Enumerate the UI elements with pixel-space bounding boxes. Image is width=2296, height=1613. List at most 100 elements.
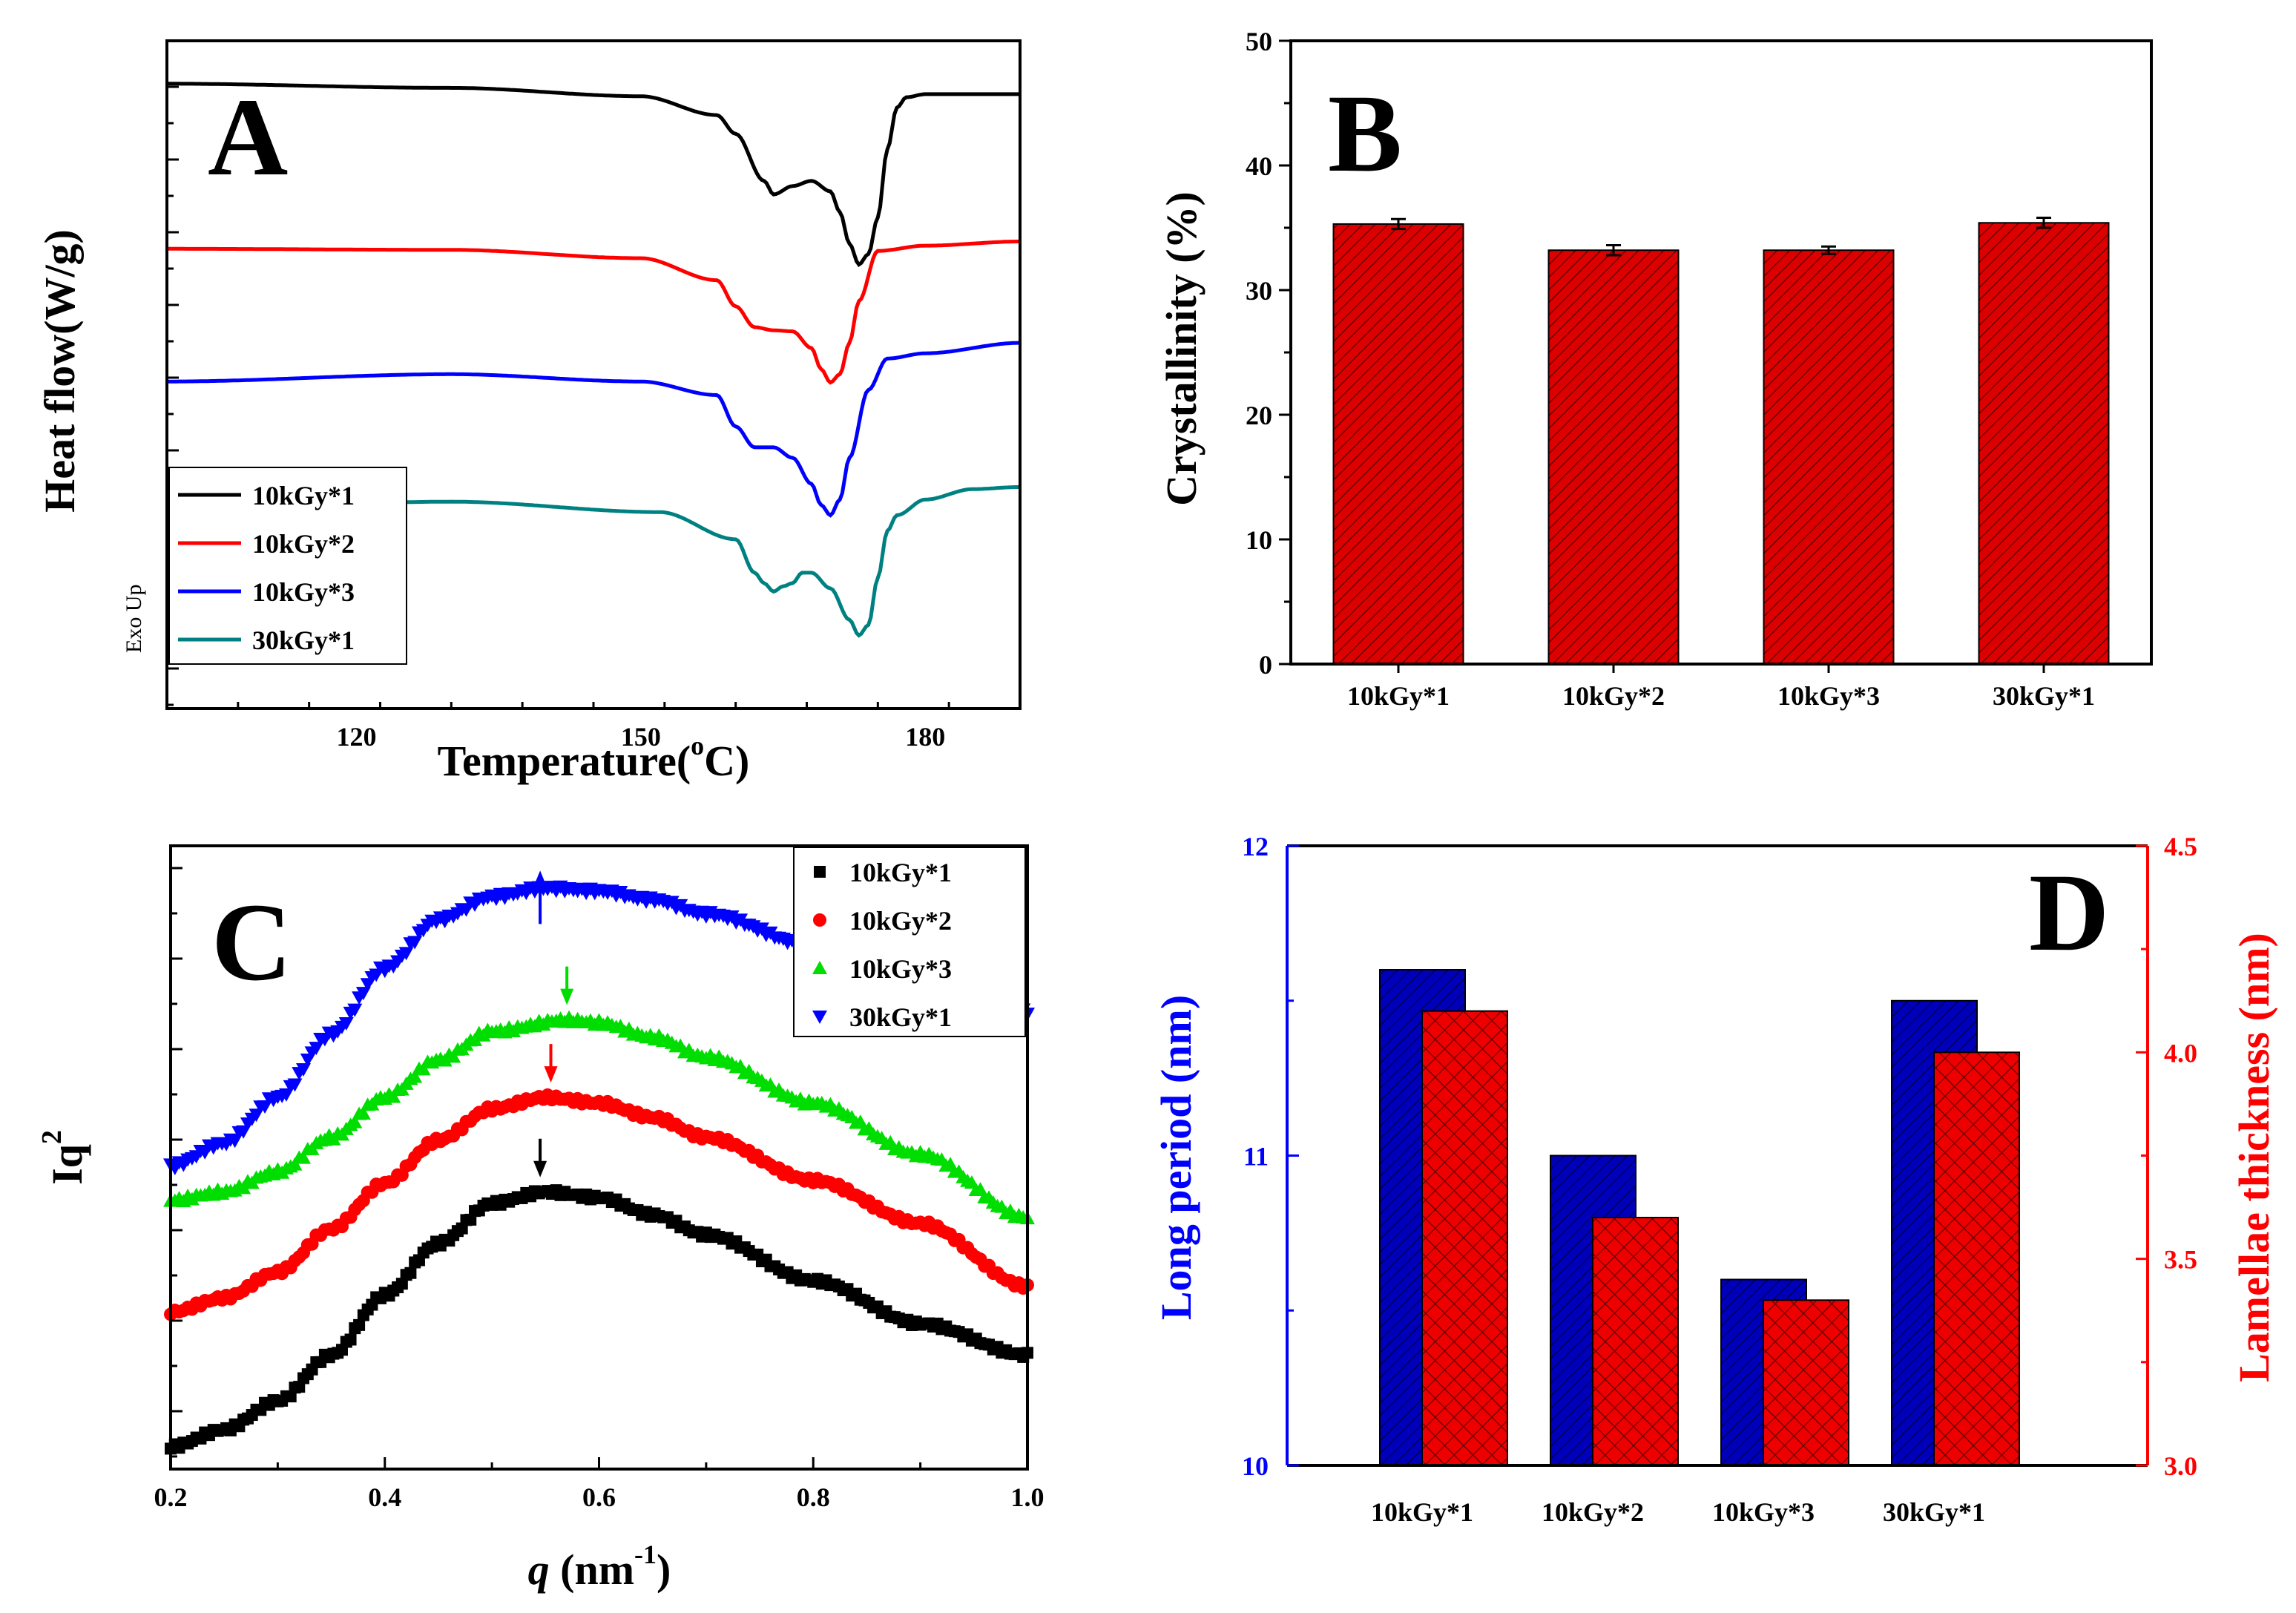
- panel-d-right-tick-label: 4.5: [2164, 832, 2197, 861]
- panel-a-legend-box: [168, 467, 407, 665]
- panel-c-xtick-label: 1.0: [1011, 1482, 1045, 1512]
- panel-a-exo-up: Exo Up: [122, 585, 146, 654]
- panel-c-point: [404, 1267, 417, 1279]
- panel-b-ytick-label: 20: [1246, 401, 1272, 430]
- panel-c-point: [309, 1042, 324, 1056]
- panel-c-peak-arrow: [544, 1044, 558, 1083]
- panel-d-xtick-label: 30kGy*1: [1883, 1497, 1985, 1527]
- panel-a-series-10kGy*2: [167, 240, 1020, 385]
- panel-b-ytick-label: 50: [1246, 27, 1272, 56]
- panel-c-point: [398, 947, 414, 961]
- panel-c-point: [347, 1114, 363, 1129]
- panel-d-ylabel-left: Long period (nm): [1152, 995, 1200, 1320]
- panel-d-xtick-label: 10kGy*3: [1712, 1497, 1815, 1527]
- panel-c-point: [386, 1089, 401, 1103]
- panel-d-letter: D: [2029, 851, 2109, 974]
- panel-c-point: [446, 1049, 461, 1063]
- panel-c-point: [287, 1157, 303, 1171]
- panel-a-series-10kGy*3: [167, 341, 1020, 518]
- panel-c-ylabel: Iq2: [36, 1130, 91, 1185]
- panel-c-series-10kGy*3: [163, 1010, 1035, 1225]
- panel-a-xtick-label: 150: [621, 722, 661, 752]
- panel-c-peak-arrow: [533, 870, 547, 924]
- panel-c-legend-marker: [813, 913, 826, 927]
- panel-c-point: [236, 1180, 251, 1195]
- panel-c-series-10kGy*1: [165, 1184, 1033, 1455]
- panel-c-point: [344, 1333, 357, 1346]
- panel-c-point: [287, 1078, 303, 1092]
- panel-c-xtick-label: 0.8: [797, 1482, 830, 1512]
- panel-b-xtick-label: 10kGy*1: [1347, 681, 1450, 711]
- panel-d-right-tick-label: 4.0: [2164, 1038, 2197, 1068]
- panel-c-point: [467, 1032, 483, 1046]
- panel-c-legend: 10kGy*1 10kGy*2 10kGy*3 30kGy*1: [793, 847, 1026, 1037]
- panel-a-xtick-label: 180: [905, 722, 945, 752]
- panel-c-xtick-label: 0.6: [582, 1482, 616, 1512]
- panel-b-ytick-label: 30: [1246, 276, 1272, 306]
- panel-d-left-tick-label: 12: [1242, 832, 1269, 861]
- panel-d-bar-lamellae-10kGy*1: [1421, 1010, 1508, 1466]
- panel-c-legend-label: 30kGy*1: [849, 1002, 952, 1032]
- panel-c-xlabel: q (nm-1): [528, 1540, 671, 1594]
- panel-d-right-tick-label: 3.5: [2164, 1245, 2197, 1275]
- panel-b-bar-10kGy*2: [1547, 249, 1680, 665]
- panel-c-legend-marker: [812, 961, 827, 974]
- panel-b-letter: B: [1328, 72, 1402, 195]
- panel-a-xtick-label: 120: [337, 722, 377, 752]
- panel-d-ylabel-right: Lamellae thickness (nm): [2230, 933, 2278, 1382]
- panel-b-bar-10kGy*1: [1332, 223, 1464, 665]
- panel-c-saxs: 0.2 0.4 0.6 0.8 1.0 C q (nm-1) Iq2 10kGy*110…: [36, 844, 1045, 1594]
- panel-c-legend-marker: [814, 866, 826, 878]
- panel-a-dsc: 120 150 180 A Temperature(oC) Heat flow(W/…: [36, 39, 1022, 785]
- panel-a-legend-label: 10kGy*2: [252, 529, 355, 559]
- panel-b-ytick-label: 40: [1246, 151, 1272, 181]
- panel-b-ytick-label: 0: [1259, 650, 1272, 680]
- panel-c-peak-arrow: [560, 966, 574, 1005]
- panel-d-bar-lamellae-10kGy*2: [1592, 1217, 1679, 1466]
- panel-c-point: [353, 1318, 366, 1331]
- panel-c-point: [296, 1150, 312, 1164]
- panel-c-series-10kGy*2: [164, 1088, 1034, 1321]
- panel-c-legend-label: 10kGy*1: [849, 858, 952, 887]
- panel-b-xtick-label: 10kGy*2: [1562, 681, 1665, 711]
- panel-d-bar-lamellae-30kGy*1: [1933, 1051, 2020, 1467]
- panel-c-point: [355, 1106, 371, 1120]
- panel-b-bar-30kGy*1: [1978, 222, 2110, 665]
- panel-b-bar-10kGy*3: [1763, 249, 1895, 665]
- panel-a-legend-label: 30kGy*1: [252, 625, 355, 655]
- panel-c-legend-box: [793, 847, 1026, 1037]
- panel-c-xtick-label: 0.4: [368, 1482, 401, 1512]
- panel-a-legend-label: 10kGy*3: [252, 577, 355, 607]
- panel-d-bar-lamellae-10kGy*3: [1763, 1299, 1849, 1467]
- panel-a-ylabel: Heat flow(W/g): [36, 229, 84, 513]
- panel-a-series-10kGy*1: [167, 82, 1020, 267]
- panel-c-xtick-label: 0.2: [154, 1482, 188, 1512]
- panel-b-crystallinity: 10kGy*1 10kGy*2 10kGy*3 30kGy*1 0 10 20 30 40 50…: [1157, 27, 2153, 711]
- panel-c-point: [338, 1017, 354, 1031]
- panel-d-left-tick-label: 11: [1243, 1142, 1269, 1172]
- panel-b-ylabel: Crystallinity (%): [1157, 191, 1205, 506]
- panel-d-right-tick-label: 3.0: [2164, 1451, 2197, 1481]
- panel-a-xlabel: Temperature(oC): [438, 731, 750, 785]
- panel-c-point: [407, 936, 423, 950]
- panel-c-legend-marker: [812, 1011, 827, 1024]
- panel-c-letter: C: [211, 881, 292, 1004]
- panel-d-lamellae: 10kGy*1 10kGy*2 10kGy*3 30kGy*1 10 11 12 3.0 3.…: [1152, 832, 2278, 1527]
- panel-d-xtick-label: 10kGy*2: [1542, 1497, 1644, 1527]
- panel-d-left-tick-label: 10: [1242, 1451, 1269, 1481]
- panel-b-xtick-label: 30kGy*1: [1993, 681, 2095, 711]
- panel-a-letter: A: [208, 76, 288, 199]
- panel-a-legend: 10kGy*1 10kGy*2 10kGy*3 30kGy*1: [168, 467, 407, 665]
- panel-c-point: [296, 1062, 312, 1077]
- panel-c-legend-label: 10kGy*3: [849, 954, 952, 984]
- panel-d-xtick-label: 10kGy*1: [1371, 1497, 1473, 1527]
- panel-c-point: [347, 1003, 363, 1017]
- panel-c-legend-label: 10kGy*2: [849, 906, 952, 936]
- panel-c-point: [415, 1062, 431, 1076]
- panel-b-ytick-label: 10: [1246, 525, 1272, 555]
- panel-c-point: [407, 1069, 423, 1083]
- panel-b-xtick-label: 10kGy*3: [1777, 681, 1880, 711]
- panel-c-peak-arrow: [533, 1138, 547, 1177]
- panel-a-legend-label: 10kGy*1: [252, 481, 355, 510]
